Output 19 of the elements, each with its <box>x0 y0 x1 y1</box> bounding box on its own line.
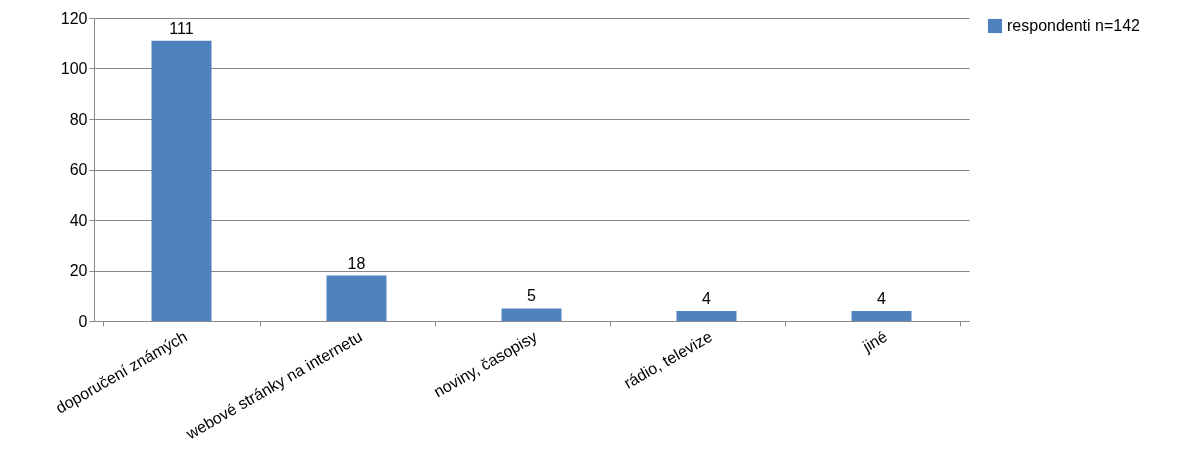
bar <box>851 310 912 321</box>
bar <box>326 275 387 321</box>
data-label: 4 <box>877 289 887 307</box>
legend-label: respondenti n=142 <box>1007 17 1141 34</box>
y-tick-label: 0 <box>78 312 88 330</box>
bar <box>151 40 212 321</box>
y-tick-label: 60 <box>69 161 88 178</box>
y-tick-label: 80 <box>69 110 88 128</box>
bar <box>676 310 737 321</box>
data-label: 18 <box>347 254 366 272</box>
y-tick-label: 100 <box>60 60 88 77</box>
data-label: 4 <box>702 289 712 307</box>
y-tick-label: 40 <box>69 211 88 229</box>
y-tick-label: 20 <box>69 262 88 279</box>
data-label: 111 <box>169 19 194 37</box>
data-label: 5 <box>527 287 537 305</box>
y-tick-label: 120 <box>60 9 88 27</box>
bar <box>501 308 562 321</box>
x-tick-label: jiné <box>859 327 891 356</box>
